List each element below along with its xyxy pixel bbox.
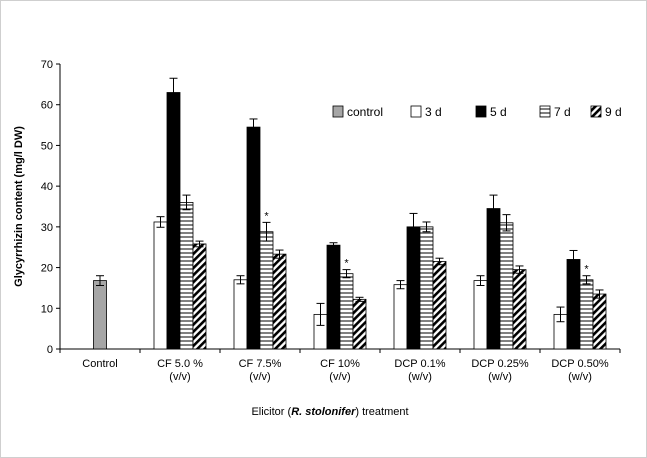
y-tick-label: 40 [41,181,53,193]
bar-7-d [259,231,274,350]
bar-3-d [393,284,408,350]
category-label: CF 10% [320,358,360,370]
legend-swatch-9-d [590,105,602,118]
significance-mark: * [264,210,269,222]
bar-9-d [512,269,527,350]
bar-3-d [233,279,248,350]
legend-swatch-3-d [410,105,422,118]
bar-3-d [473,280,488,350]
bar-9-d [352,298,367,350]
category-label: (w/v) [568,371,592,383]
legend-label: control [347,105,383,119]
bar-9-d [432,261,447,350]
bar-7-d [339,273,354,350]
category-label: DCP 0.50% [551,358,608,370]
bar-9-d [272,253,287,350]
bar-5-d [326,244,341,350]
category-label: (w/v) [408,371,432,383]
bars-group: * * * [93,77,607,350]
bar-9-d [192,243,207,350]
category-label: DCP 0.1% [394,358,445,370]
legend-label: 3 d [425,105,442,119]
legend-label: 5 d [490,105,507,119]
bar-5-d [486,208,501,350]
legend: control 3 d 5 d 7 d 9 d [332,105,622,119]
category-label: (v/v) [169,371,190,383]
y-axis-label: Glycyrrhizin content (mg/l DW) [13,126,25,287]
legend-swatch-5-d [475,105,487,118]
category-label: CF 7.5% [239,358,282,370]
x-axis-label: Elicitor (R. stolonifer) treatment [251,406,408,418]
bar-3-d [153,221,168,350]
category-label: CF 5.0 % [157,358,203,370]
significance-mark: * [344,258,349,270]
bar-7-d [499,222,514,350]
legend-label: 9 d [605,105,622,119]
axes: 0 10 20 30 40 50 60 70 Glycyrrhizin content (mg/… [13,59,621,418]
bar-5-d [246,126,261,350]
legend-swatch-7-d [539,105,551,118]
bar-5-d [166,92,181,350]
bar-9-d [592,293,607,350]
y-tick-label: 20 [41,263,53,275]
category-label: (v/v) [329,371,350,383]
legend-label: 7 d [554,105,571,119]
y-tick-label: 70 [41,59,53,71]
bar-control [93,280,107,350]
y-tick-label: 0 [47,344,53,356]
y-tick-label: 10 [41,303,53,315]
category-label: (v/v) [249,371,270,383]
category-label: (w/v) [488,371,512,383]
y-tick-label: 30 [41,222,53,234]
significance-mark: * [584,264,589,276]
category-label: DCP 0.25% [471,358,528,370]
bar-7-d [419,226,434,350]
y-tick-label: 60 [41,100,53,112]
bar-5-d [406,226,421,350]
legend-swatch-control [332,105,344,118]
category-label: Control [82,358,117,370]
bar-7-d [579,279,594,350]
y-tick-label: 50 [41,140,53,152]
bar-7-d [179,202,194,350]
bar-5-d [566,259,581,350]
